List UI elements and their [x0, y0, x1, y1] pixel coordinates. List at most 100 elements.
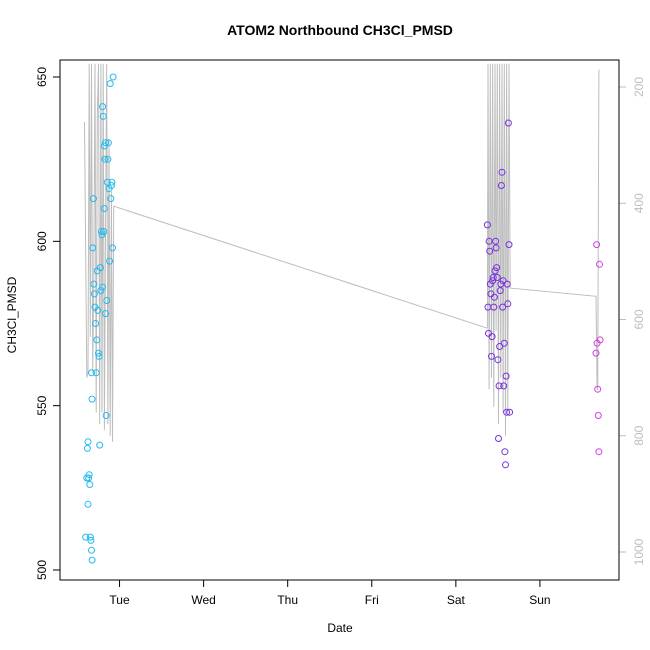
- connecting-line: [84, 63, 600, 442]
- data-point: [490, 303, 498, 311]
- data-point: [489, 274, 497, 281]
- y-tick-label: 550: [35, 395, 49, 415]
- data-point: [92, 369, 100, 377]
- y-tick-label: 650: [35, 67, 49, 87]
- chart-title: ATOM2 Northbound CH3Cl_PMSD: [227, 22, 453, 38]
- data-point: [493, 274, 501, 281]
- secondary-y-tick-label: 800: [632, 425, 646, 445]
- data-point: [488, 333, 496, 341]
- x-tick-label: Sat: [447, 593, 466, 607]
- data-point: [92, 320, 100, 327]
- x-tick-label: Sun: [529, 593, 550, 607]
- data-point: [93, 336, 101, 344]
- data-point: [99, 283, 107, 291]
- data-point: [85, 474, 93, 482]
- data-point: [102, 412, 110, 419]
- data-point: [88, 395, 96, 403]
- data-point: [106, 257, 114, 265]
- data-point: [109, 244, 116, 252]
- data-point: [497, 182, 505, 189]
- data-point: [594, 385, 602, 393]
- data-point: [489, 277, 497, 285]
- data-point: [108, 178, 116, 186]
- data-point: [106, 80, 114, 88]
- data-point: [98, 231, 106, 239]
- data-point: [101, 155, 109, 163]
- data-point: [503, 280, 511, 288]
- data-point: [596, 260, 603, 268]
- data-point: [595, 448, 603, 456]
- data-point: [492, 237, 500, 245]
- data-point: [85, 471, 93, 479]
- data-point: [96, 441, 104, 449]
- data-point: [496, 343, 504, 350]
- data-point: [86, 481, 94, 488]
- data-point: [486, 247, 494, 255]
- x-axis-label: Date: [327, 621, 353, 635]
- data-point: [496, 287, 504, 295]
- data-point: [97, 287, 105, 295]
- data-point: [495, 382, 503, 390]
- data-point: [504, 300, 512, 308]
- data-point: [83, 444, 91, 452]
- data-point: [102, 310, 109, 318]
- secondary-y-tick-label: 600: [632, 309, 646, 329]
- data-point: [84, 438, 92, 446]
- data-point: [490, 293, 498, 301]
- data-point: [89, 244, 97, 252]
- data-point: [594, 412, 602, 419]
- data-point: [107, 182, 115, 189]
- data-point: [102, 139, 109, 147]
- data-point: [593, 241, 601, 249]
- x-tick-label: Fri: [365, 593, 379, 607]
- data-point: [95, 352, 103, 360]
- data-point: [483, 221, 491, 229]
- connecting-line-layer: [84, 63, 600, 442]
- data-point: [493, 264, 501, 272]
- y-tick-label: 600: [35, 231, 49, 251]
- data-point: [499, 303, 507, 311]
- data-point: [501, 448, 509, 456]
- data-point: [592, 349, 600, 357]
- data-point: [502, 372, 510, 380]
- data-point: [498, 168, 506, 176]
- y-axis-label: CH3Cl_PMSD: [5, 276, 19, 353]
- secondary-y-tick-label: 1000: [632, 538, 646, 565]
- data-point: [88, 546, 95, 554]
- data-point: [103, 297, 111, 304]
- data-point: [88, 556, 96, 564]
- data-point: [502, 461, 509, 469]
- data-point: [87, 536, 95, 544]
- data-point: [503, 408, 511, 416]
- data-point: [100, 205, 108, 212]
- x-tick-label: Thu: [277, 593, 298, 607]
- data-point: [88, 369, 95, 377]
- data-point: [96, 264, 104, 272]
- data-point: [107, 195, 115, 203]
- data-point: [84, 500, 92, 508]
- data-point: [504, 119, 512, 127]
- data-point: [492, 244, 500, 252]
- secondary-y-tick-label: 200: [632, 77, 646, 97]
- data-point: [95, 349, 102, 357]
- data-point: [495, 435, 502, 442]
- data-point: [505, 241, 513, 249]
- data-point: [100, 228, 108, 235]
- data-point: [596, 336, 604, 344]
- points-layer: [82, 73, 604, 564]
- data-point: [494, 356, 502, 364]
- data-point: [82, 533, 90, 541]
- data-point: [109, 73, 117, 81]
- data-point: [500, 339, 508, 347]
- data-point: [506, 408, 514, 416]
- data-point: [86, 533, 94, 541]
- data-point: [491, 267, 499, 275]
- data-point: [104, 155, 112, 163]
- data-point: [500, 382, 508, 390]
- data-point: [90, 290, 98, 298]
- plot-frame: [59, 59, 620, 581]
- data-point: [104, 139, 112, 147]
- x-tick-label: Tue: [109, 593, 130, 607]
- data-point: [488, 352, 495, 360]
- secondary-y-tick-label: 400: [632, 193, 646, 213]
